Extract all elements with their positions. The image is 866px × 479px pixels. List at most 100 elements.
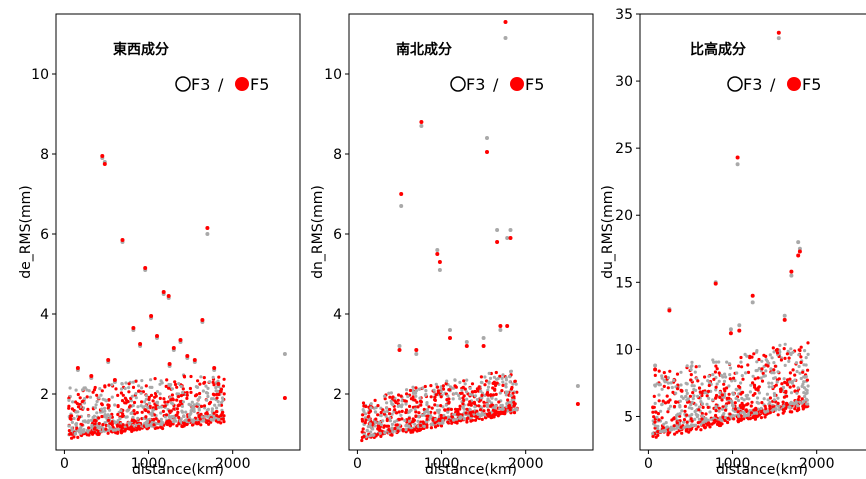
f5-point bbox=[435, 252, 440, 256]
f3-cloud-point bbox=[208, 380, 212, 384]
y-tick-label: 25 bbox=[615, 141, 633, 157]
f5-cloud-point bbox=[717, 371, 721, 375]
y-tick-label: 6 bbox=[40, 227, 49, 243]
f5-cloud-point bbox=[80, 423, 84, 427]
f3-cloud-point bbox=[70, 428, 74, 432]
f3-cloud-point bbox=[403, 418, 407, 423]
f3-cloud-point bbox=[365, 429, 369, 433]
f5-cloud-point bbox=[675, 430, 679, 434]
f3-cloud-point bbox=[507, 374, 512, 378]
f3-cloud-point bbox=[389, 399, 393, 403]
f3-cloud-point bbox=[734, 387, 738, 391]
f3-cloud-point bbox=[369, 430, 373, 434]
f5-cloud-point bbox=[484, 379, 489, 383]
f5-cloud-point bbox=[222, 392, 226, 396]
f3-cloud-point bbox=[789, 402, 794, 406]
f3-cloud-point bbox=[98, 387, 102, 391]
f3-cloud-point bbox=[778, 343, 782, 347]
f5-cloud-point bbox=[493, 383, 498, 388]
f5-cloud-point bbox=[784, 389, 788, 393]
f5-point bbox=[89, 374, 94, 378]
f3-cloud-point bbox=[159, 405, 163, 409]
f5-point bbox=[120, 238, 125, 242]
f5-cloud-point bbox=[110, 420, 114, 424]
f5-cloud-point bbox=[479, 375, 483, 379]
f3-cloud-point bbox=[802, 391, 806, 395]
f3-cloud-point bbox=[662, 422, 666, 426]
f5-cloud-point bbox=[702, 423, 706, 427]
f3-cloud-point bbox=[692, 394, 696, 398]
f5-cloud-point bbox=[92, 431, 96, 435]
f5-cloud-point bbox=[434, 393, 438, 397]
f3-cloud-point bbox=[414, 389, 418, 393]
f5-cloud-point bbox=[654, 410, 658, 414]
y-axis-label: de_RMS(mm) bbox=[18, 185, 34, 278]
f5-cloud-point bbox=[756, 376, 760, 380]
y-tick-label: 2 bbox=[333, 387, 342, 403]
legend-f5-marker bbox=[235, 77, 249, 91]
f3-cloud-point bbox=[757, 366, 761, 371]
f5-cloud-point bbox=[468, 411, 472, 415]
f5-cloud-point bbox=[727, 401, 731, 405]
f5-cloud-point bbox=[736, 410, 740, 414]
f3-cloud-point bbox=[192, 407, 196, 411]
f5-cloud-point bbox=[775, 351, 780, 355]
f5-cloud-point bbox=[158, 396, 162, 400]
f3-point bbox=[503, 36, 508, 40]
f5-cloud-point bbox=[140, 410, 144, 414]
f5-cloud-point bbox=[698, 390, 702, 394]
f5-cloud-point bbox=[760, 367, 764, 371]
f3-cloud-point bbox=[658, 383, 663, 387]
f5-cloud-point bbox=[465, 417, 469, 421]
f5-cloud-point bbox=[412, 398, 416, 402]
f3-cloud-point bbox=[775, 380, 779, 384]
f3-cloud-point bbox=[479, 380, 483, 384]
f5-cloud-point bbox=[198, 391, 202, 396]
f5-cloud-point bbox=[135, 411, 139, 415]
f3-point bbox=[498, 328, 503, 332]
f3-cloud-point bbox=[772, 407, 776, 411]
f5-cloud-point bbox=[788, 371, 793, 375]
f3-cloud-point bbox=[405, 388, 409, 392]
f5-cloud-point bbox=[806, 368, 810, 372]
f5-cloud-point bbox=[453, 384, 458, 388]
f3-cloud-point bbox=[684, 381, 688, 385]
f3-cloud-point bbox=[400, 403, 404, 407]
f5-cloud-point bbox=[805, 378, 810, 382]
f5-cloud-point bbox=[715, 367, 719, 371]
legend-f3-label: F3 bbox=[466, 75, 485, 94]
f3-cloud-point bbox=[655, 415, 659, 419]
f5-cloud-point bbox=[489, 404, 493, 408]
f3-cloud-point bbox=[407, 424, 411, 428]
y-tick-label: 4 bbox=[333, 307, 342, 323]
f5-cloud-point bbox=[738, 418, 742, 422]
f3-cloud-point bbox=[504, 382, 508, 386]
f3-cloud-point bbox=[206, 386, 210, 390]
f5-cloud-point bbox=[482, 400, 486, 404]
f5-cloud-point bbox=[722, 382, 726, 386]
f3-cloud-point bbox=[782, 377, 786, 381]
f5-cloud-point bbox=[393, 426, 397, 431]
f5-point bbox=[737, 328, 742, 333]
f3-cloud-point bbox=[106, 428, 111, 432]
f3-cloud-point bbox=[109, 427, 113, 431]
f3-cloud-point bbox=[660, 376, 664, 380]
f5-cloud-point bbox=[189, 390, 193, 394]
f5-cloud-point bbox=[76, 435, 80, 439]
f3-cloud-point bbox=[717, 379, 721, 383]
f3-cloud-point bbox=[426, 410, 430, 414]
f5-cloud-point bbox=[362, 434, 366, 439]
f3-point bbox=[485, 136, 489, 140]
f3-cloud-point bbox=[201, 418, 205, 423]
f5-cloud-point bbox=[397, 410, 401, 414]
f5-cloud-point bbox=[152, 423, 156, 427]
f5-cloud-point bbox=[405, 392, 409, 396]
f3-cloud-point bbox=[432, 388, 436, 392]
f5-cloud-point bbox=[164, 413, 169, 417]
f3-cloud-point bbox=[777, 408, 781, 412]
f3-cloud-point bbox=[660, 403, 664, 407]
f3-cloud-point bbox=[382, 431, 387, 435]
f3-cloud-point bbox=[192, 403, 196, 407]
f5-cloud-point bbox=[76, 405, 81, 409]
f3-cloud-point bbox=[718, 416, 722, 420]
